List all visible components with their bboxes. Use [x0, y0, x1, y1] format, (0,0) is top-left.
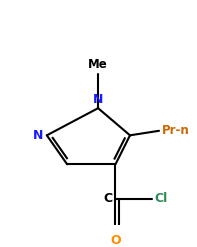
- Text: Cl: Cl: [154, 192, 167, 205]
- Text: C: C: [103, 192, 113, 205]
- Text: O: O: [110, 234, 121, 247]
- Text: Me: Me: [88, 58, 108, 71]
- Text: N: N: [33, 129, 43, 142]
- Text: Pr-n: Pr-n: [162, 124, 190, 137]
- Text: N: N: [93, 93, 103, 106]
